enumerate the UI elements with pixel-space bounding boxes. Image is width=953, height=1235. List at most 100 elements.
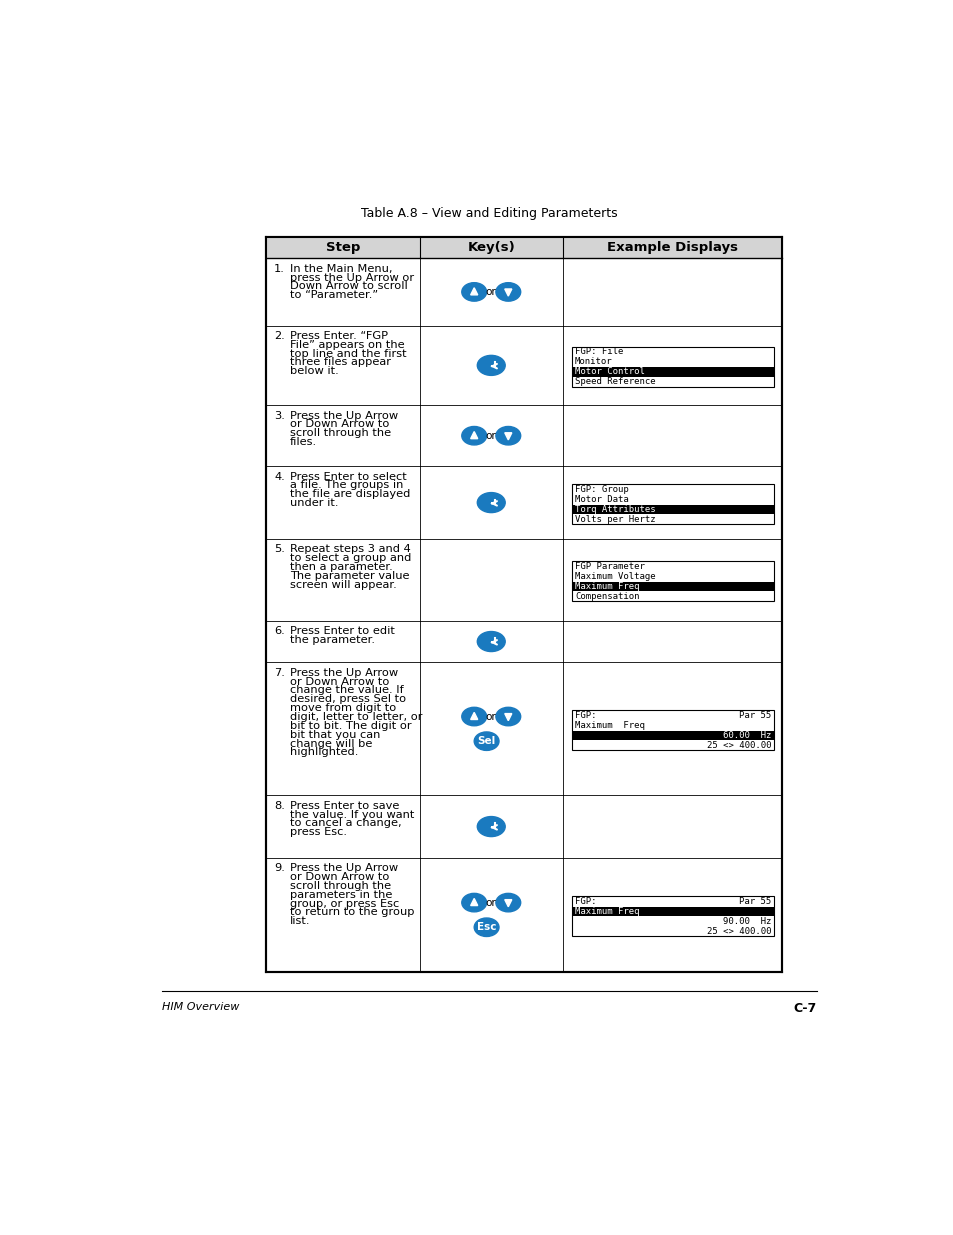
Ellipse shape — [474, 918, 498, 936]
Text: 1.: 1. — [274, 264, 285, 274]
Bar — [571, 710, 773, 751]
Text: or Down Arrow to: or Down Arrow to — [290, 420, 389, 430]
Text: 4.: 4. — [274, 472, 285, 482]
Text: 90.00  Hz: 90.00 Hz — [721, 916, 770, 926]
Text: Press Enter to edit: Press Enter to edit — [290, 626, 395, 636]
Text: or Down Arrow to: or Down Arrow to — [290, 872, 389, 882]
Text: Par 55: Par 55 — [738, 711, 770, 720]
Text: 25 <> 400.00: 25 <> 400.00 — [706, 741, 770, 750]
Text: or: or — [485, 287, 497, 296]
Text: under it.: under it. — [290, 498, 338, 508]
Text: top line and the first: top line and the first — [290, 348, 406, 358]
Text: Sel: Sel — [476, 736, 496, 746]
Bar — [571, 347, 773, 387]
Text: scroll through the: scroll through the — [290, 881, 391, 890]
Text: Esc: Esc — [476, 923, 496, 932]
Bar — [572, 505, 773, 514]
Ellipse shape — [496, 283, 520, 301]
Text: bit that you can: bit that you can — [290, 730, 379, 740]
Text: Table A.8 – View and Editing Parameterts: Table A.8 – View and Editing Parameterts — [360, 206, 617, 220]
Bar — [571, 484, 773, 524]
Text: group, or press Esc: group, or press Esc — [290, 899, 398, 909]
Text: parameters in the: parameters in the — [290, 889, 392, 900]
Text: HIM Overview: HIM Overview — [162, 1002, 239, 1013]
Text: FGP: File: FGP: File — [575, 347, 622, 357]
Text: or Down Arrow to: or Down Arrow to — [290, 677, 389, 687]
Text: a file. The groups in: a file. The groups in — [290, 480, 403, 490]
Text: the parameter.: the parameter. — [290, 635, 375, 645]
Ellipse shape — [496, 708, 520, 726]
Text: Press Enter. “FGP: Press Enter. “FGP — [290, 331, 387, 341]
Text: C-7: C-7 — [793, 1002, 816, 1015]
Ellipse shape — [461, 426, 486, 445]
Text: below it.: below it. — [290, 367, 338, 377]
Text: bit to bit. The digit or: bit to bit. The digit or — [290, 721, 411, 731]
Text: Example Displays: Example Displays — [606, 241, 737, 254]
Text: Press the Up Arrow: Press the Up Arrow — [290, 863, 397, 873]
Text: 25 <> 400.00: 25 <> 400.00 — [706, 927, 770, 936]
Text: desired, press Sel to: desired, press Sel to — [290, 694, 405, 704]
Text: press the Up Arrow or: press the Up Arrow or — [290, 273, 414, 283]
Text: list.: list. — [290, 916, 310, 926]
Text: press Esc.: press Esc. — [290, 827, 346, 837]
Text: Torq Attributes: Torq Attributes — [575, 505, 655, 514]
Text: Press Enter to select: Press Enter to select — [290, 472, 406, 482]
Ellipse shape — [476, 816, 505, 836]
Text: digit, letter to letter, or: digit, letter to letter, or — [290, 713, 422, 722]
Text: Maximum Freq: Maximum Freq — [575, 906, 639, 916]
Text: the value. If you want: the value. If you want — [290, 810, 414, 820]
Text: Press Enter to save: Press Enter to save — [290, 800, 398, 810]
Bar — [572, 582, 773, 592]
Text: Step: Step — [326, 241, 360, 254]
Text: to return to the group: to return to the group — [290, 908, 414, 918]
Text: change the value. If: change the value. If — [290, 685, 403, 695]
Text: File” appears on the: File” appears on the — [290, 340, 404, 350]
Ellipse shape — [474, 732, 498, 751]
Text: FGP:: FGP: — [575, 711, 596, 720]
Ellipse shape — [496, 426, 520, 445]
Text: FGP:: FGP: — [575, 897, 596, 906]
Text: 7.: 7. — [274, 668, 285, 678]
Polygon shape — [470, 898, 477, 905]
Polygon shape — [504, 432, 512, 440]
Text: then a parameter.: then a parameter. — [290, 562, 392, 572]
Bar — [572, 367, 773, 377]
Text: Par 55: Par 55 — [738, 897, 770, 906]
Text: Down Arrow to scroll: Down Arrow to scroll — [290, 282, 407, 291]
Text: or: or — [485, 431, 497, 441]
Text: the file are displayed: the file are displayed — [290, 489, 410, 499]
Text: to cancel a change,: to cancel a change, — [290, 819, 401, 829]
Text: three files appear: three files appear — [290, 357, 391, 368]
Text: Maximum Voltage: Maximum Voltage — [575, 572, 655, 580]
Polygon shape — [470, 288, 477, 295]
Polygon shape — [504, 899, 512, 906]
Text: Press the Up Arrow: Press the Up Arrow — [290, 668, 397, 678]
Text: move from digit to: move from digit to — [290, 703, 395, 713]
Polygon shape — [504, 289, 512, 296]
Text: 60.00  Hz: 60.00 Hz — [721, 731, 770, 740]
Bar — [571, 897, 773, 936]
Polygon shape — [470, 431, 477, 438]
Text: Repeat steps 3 and 4: Repeat steps 3 and 4 — [290, 545, 410, 555]
Text: files.: files. — [290, 437, 316, 447]
Text: 9.: 9. — [274, 863, 285, 873]
Text: Maximum Freq: Maximum Freq — [575, 582, 639, 590]
Text: 6.: 6. — [274, 626, 285, 636]
Bar — [266, 237, 781, 258]
Bar — [572, 731, 773, 740]
Ellipse shape — [476, 493, 505, 513]
Text: 5.: 5. — [274, 545, 285, 555]
Bar — [572, 906, 773, 916]
Ellipse shape — [461, 893, 486, 911]
Polygon shape — [504, 714, 512, 721]
Text: to select a group and: to select a group and — [290, 553, 411, 563]
Ellipse shape — [461, 283, 486, 301]
Ellipse shape — [496, 893, 520, 911]
Text: Key(s): Key(s) — [467, 241, 515, 254]
Text: Motor Control: Motor Control — [575, 368, 644, 377]
Text: change will be: change will be — [290, 739, 372, 748]
Text: 8.: 8. — [274, 800, 285, 810]
Text: scroll through the: scroll through the — [290, 429, 391, 438]
Bar — [266, 237, 781, 972]
Text: or: or — [485, 898, 497, 908]
